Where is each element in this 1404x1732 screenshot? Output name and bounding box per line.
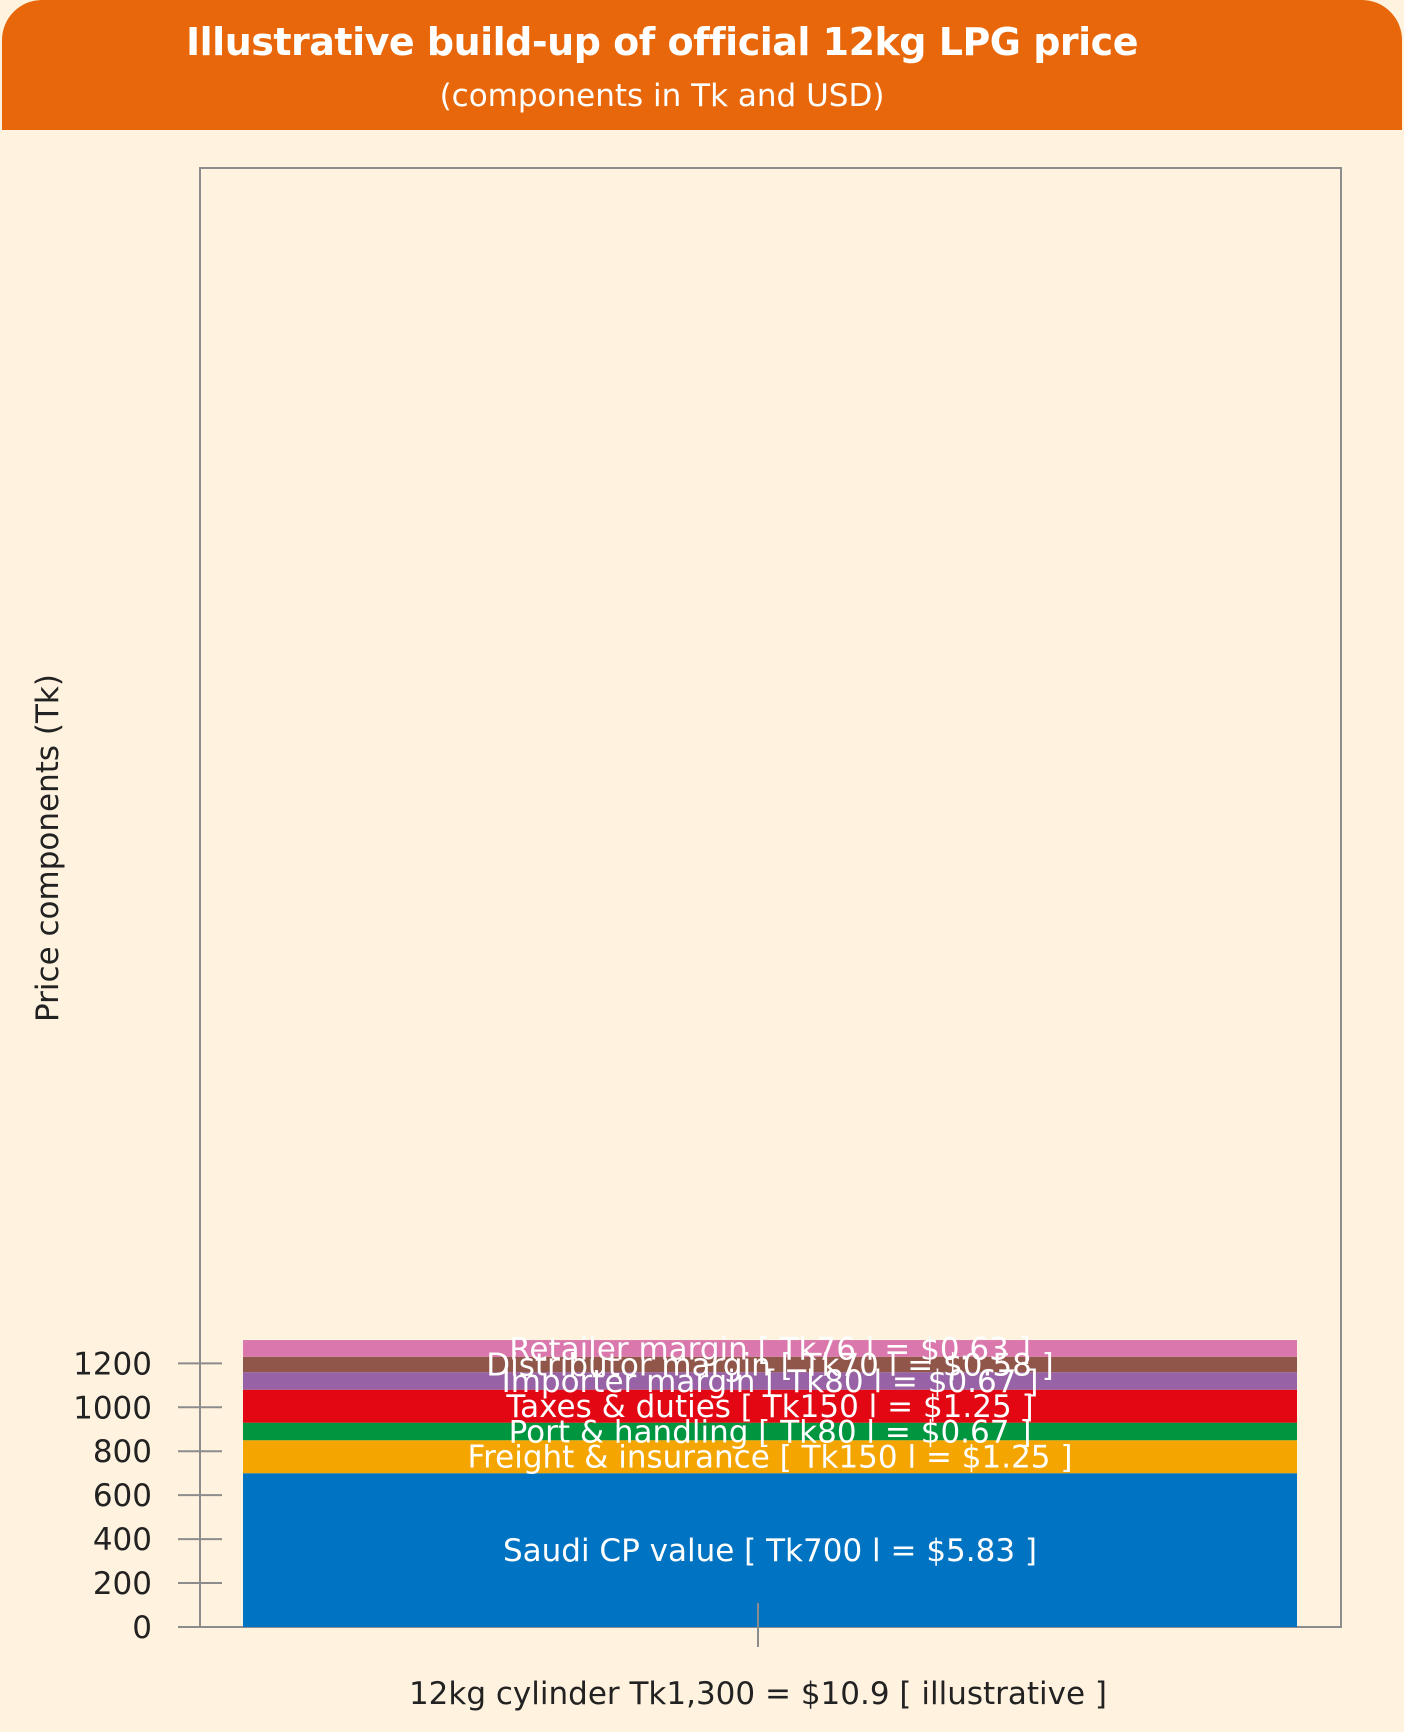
segment-label: Taxes & duties [ Tk150 l = $1.25 ] [505, 1389, 1033, 1425]
segment-label: Port & handling [ Tk80 l = $0.67 ] [509, 1414, 1032, 1450]
bar-segment-importer-margin [243, 1372, 1297, 1390]
bar-segment-port-handling [243, 1422, 1297, 1441]
y-axis: 0 200 400 600 800 1000 1200 [73, 1346, 222, 1646]
y-tick-label: 1000 [73, 1390, 152, 1426]
y-tick-label: 200 [93, 1566, 152, 1602]
y-tick-label: 400 [93, 1522, 152, 1558]
segment-label: Distributor margin [ Tk70 l = $0.58 ] [486, 1347, 1054, 1383]
bar-segment-distributor-margin [243, 1356, 1297, 1373]
segment-label: Retailer margin [ Tk76 l = $0.63 ] [509, 1331, 1031, 1367]
y-tick-label: 800 [93, 1434, 152, 1470]
bar-segment-retailer-margin [243, 1340, 1297, 1357]
chart-subtitle: (components in Tk and USD) [439, 78, 885, 114]
y-tick-label: 0 [132, 1610, 152, 1646]
chart-header: Illustrative build-up of official 12kg L… [2, 0, 1402, 130]
bar-segment-taxes-duties [243, 1389, 1297, 1423]
segment-label: Saudi CP value [ Tk700 l = $5.83 ] [503, 1533, 1037, 1569]
segment-label: Importer margin [ Tk80 l = $0.67 ] [502, 1364, 1039, 1400]
y-tick-label: 1200 [73, 1346, 152, 1382]
chart-title: Illustrative build-up of official 12kg L… [186, 20, 1138, 64]
x-category-label: 12kg cylinder Tk1,300 = $10.9 [ illustra… [409, 1676, 1107, 1712]
y-axis-title: Price components (Tk) [30, 674, 66, 1022]
bar-segment-freight-insurance [243, 1440, 1297, 1474]
segment-label: Freight & insurance [ Tk150 l = $1.25 ] [468, 1440, 1073, 1476]
bar-segments [243, 1340, 1297, 1627]
y-tick-label: 600 [93, 1478, 152, 1514]
bar-segment-saudi-cp-value [243, 1473, 1297, 1627]
segment-labels: Saudi CP value [ Tk700 l = $5.83 ] Freigh… [468, 1331, 1073, 1569]
